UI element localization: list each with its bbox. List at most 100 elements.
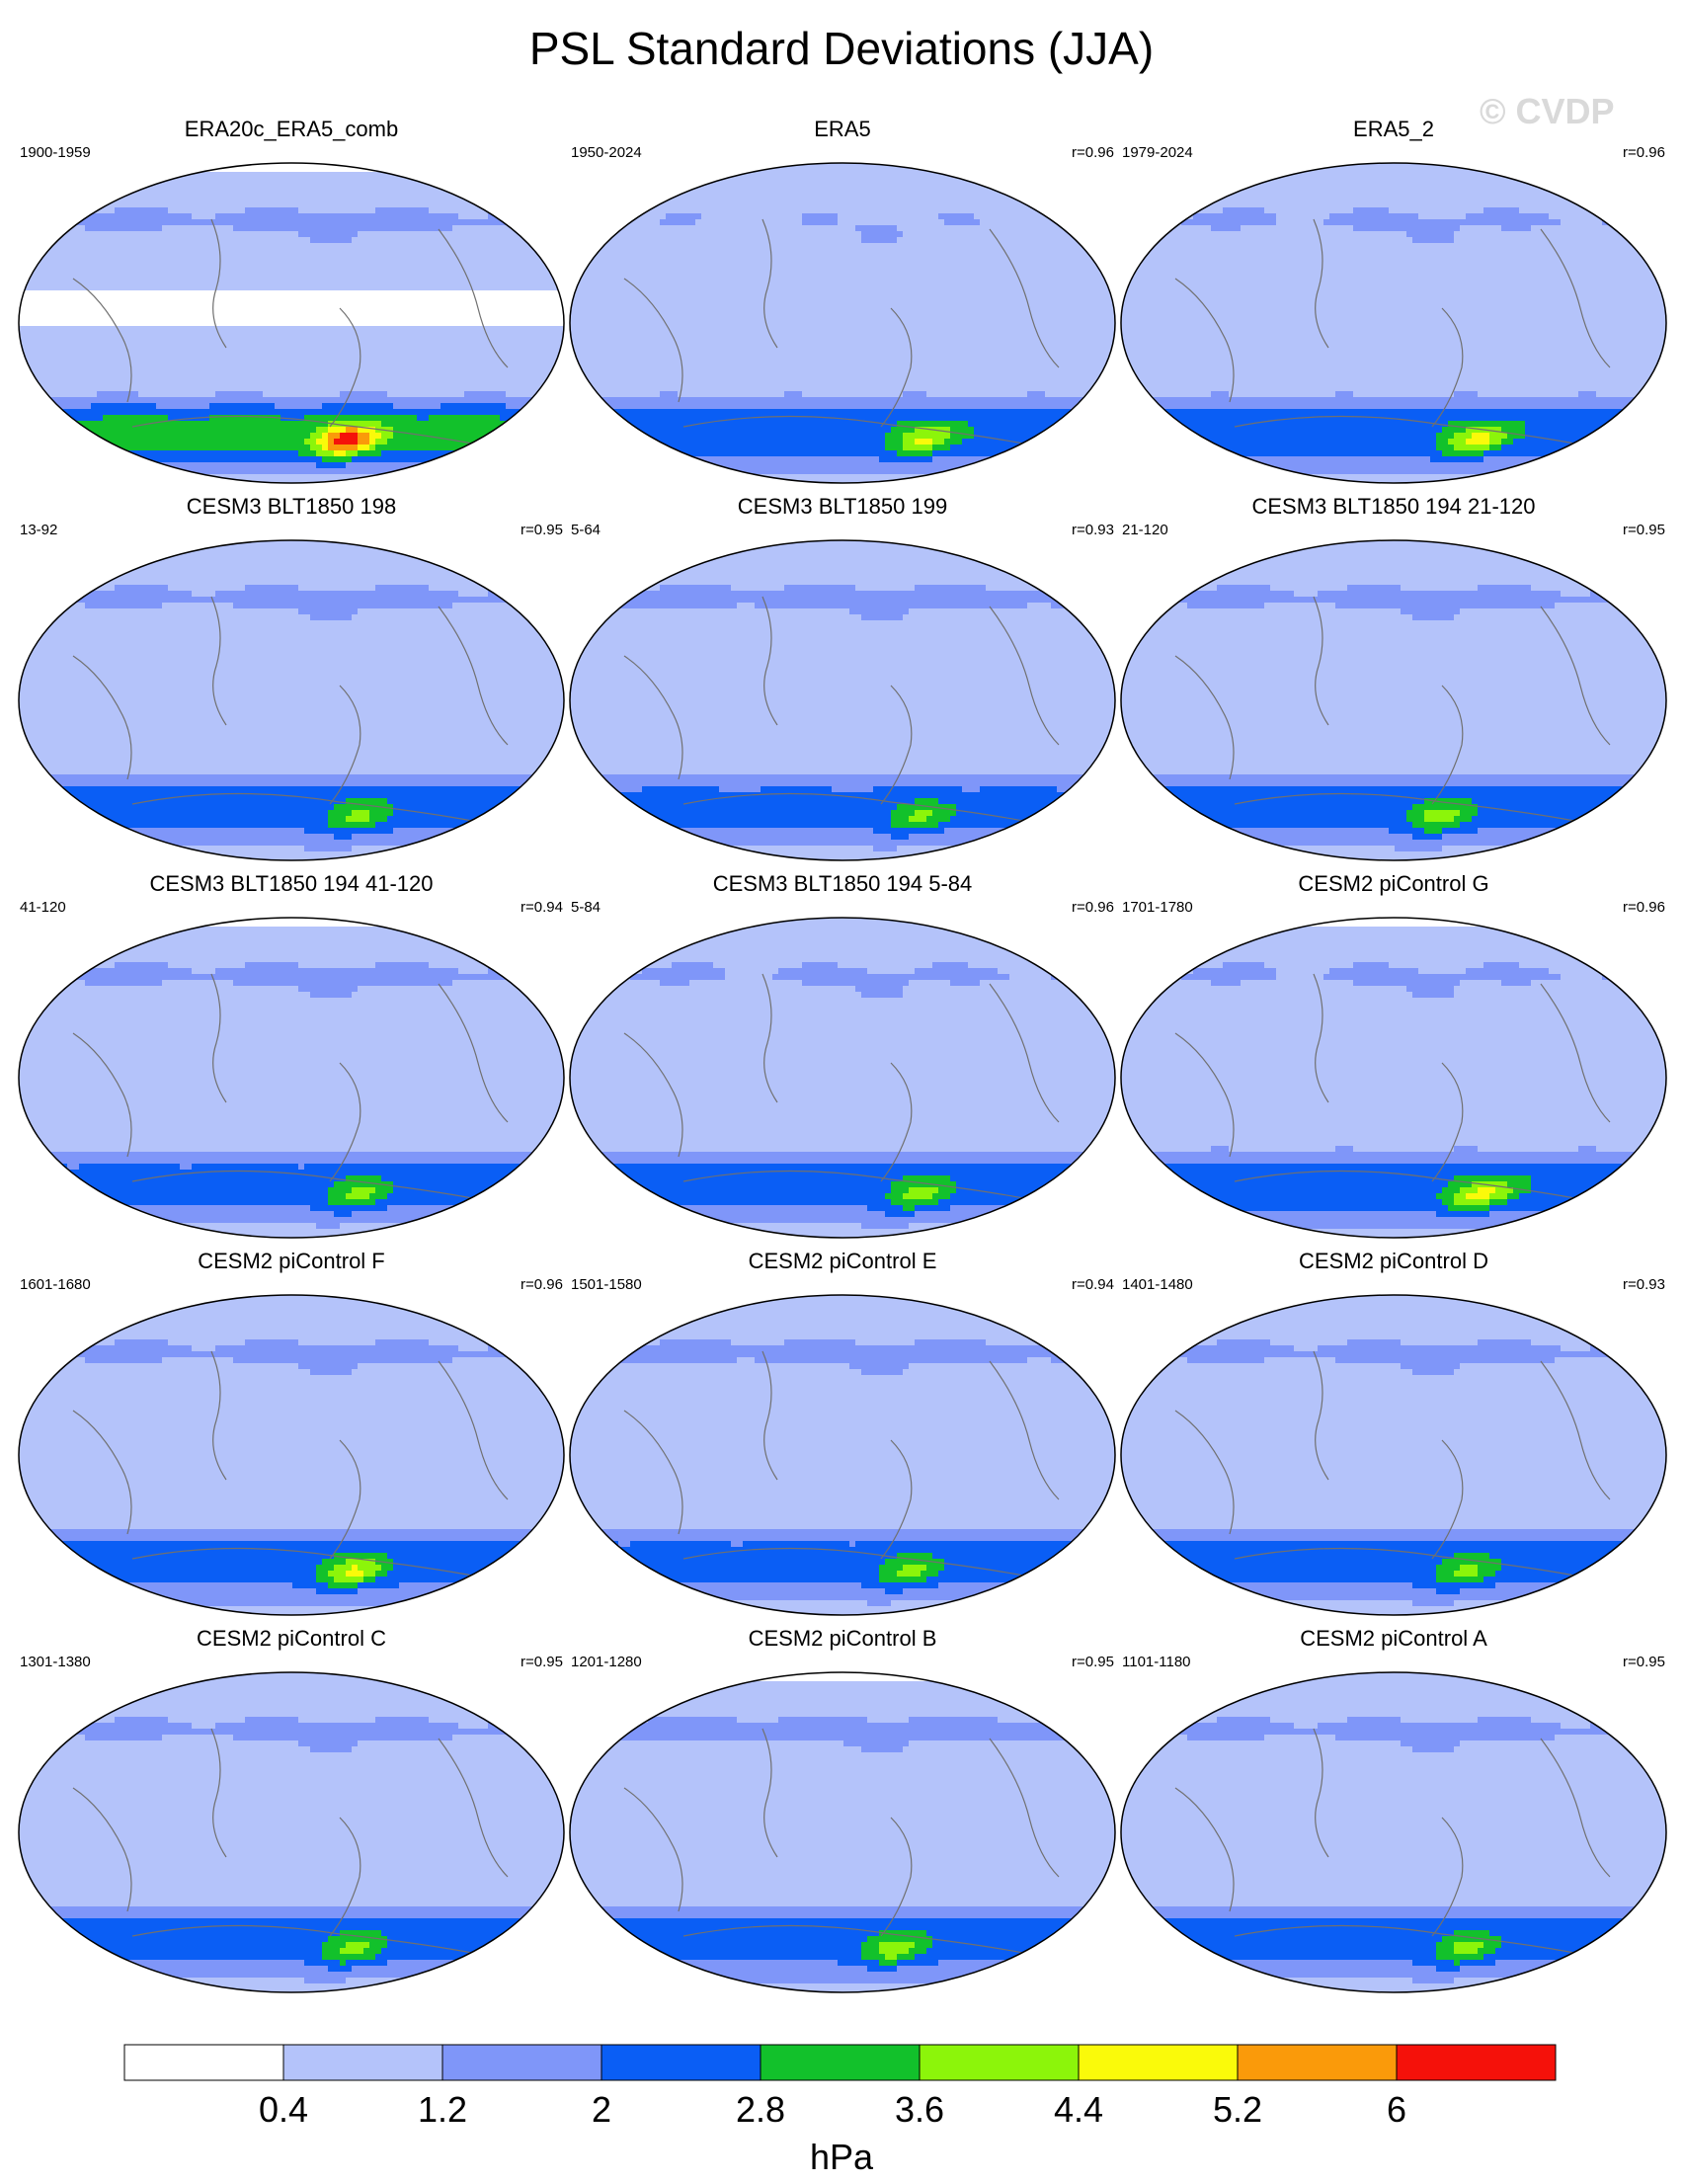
field-cell <box>132 231 139 238</box>
field-cell <box>464 243 471 250</box>
field-cell <box>713 184 720 191</box>
field-cell <box>363 468 370 475</box>
field-cell <box>464 427 471 434</box>
field-cell <box>67 267 74 274</box>
field-cell <box>298 284 305 291</box>
field-cell <box>340 207 347 214</box>
field-cell <box>1003 213 1010 220</box>
field-cell <box>352 160 359 167</box>
field-cell <box>280 326 287 333</box>
field-cell <box>103 296 110 303</box>
field-cell <box>755 178 761 185</box>
field-cell <box>411 415 418 422</box>
field-cell <box>695 213 702 220</box>
field-cell <box>192 178 199 185</box>
field-cell <box>85 439 92 445</box>
field-cell <box>363 296 370 303</box>
field-cell <box>245 367 252 374</box>
field-cell <box>435 267 441 274</box>
field-cell <box>494 273 501 280</box>
field-cell <box>109 296 116 303</box>
field-cell <box>346 249 353 256</box>
field-cell <box>387 296 394 303</box>
field-cell <box>423 367 430 374</box>
field-cell <box>280 403 287 410</box>
field-cell <box>375 433 382 440</box>
field-cell <box>150 326 157 333</box>
field-cell <box>79 350 86 357</box>
field-cell <box>280 308 287 315</box>
field-cell <box>150 290 157 297</box>
field-cell <box>156 207 163 214</box>
field-cell <box>174 433 181 440</box>
field-cell <box>328 356 335 363</box>
field-cell <box>719 196 726 202</box>
field-cell <box>494 433 501 440</box>
field-cell <box>446 255 453 262</box>
field-cell <box>38 403 44 410</box>
field-cell <box>97 255 104 262</box>
field-cell <box>506 332 513 339</box>
field-cell <box>381 308 388 315</box>
field-cell <box>251 397 258 404</box>
field-cell <box>363 207 370 214</box>
field-cell <box>298 296 305 303</box>
field-cell <box>346 468 353 475</box>
field-cell <box>393 456 400 463</box>
field-cell <box>363 261 370 268</box>
field-cell <box>32 308 39 315</box>
field-cell <box>138 409 145 416</box>
field-cell <box>446 456 453 463</box>
field-cell <box>174 273 181 280</box>
field-cell <box>192 249 199 256</box>
field-cell <box>221 480 228 486</box>
field-cell <box>523 385 530 392</box>
field-cell <box>458 207 465 214</box>
field-cell <box>20 314 27 321</box>
field-cell <box>269 178 276 185</box>
field-cell <box>464 255 471 262</box>
field-cell <box>535 338 542 345</box>
field-cell <box>968 213 975 220</box>
field-cell <box>790 172 797 179</box>
field-cell <box>393 225 400 232</box>
field-cell <box>132 249 139 256</box>
field-cell <box>209 202 216 208</box>
field-cell <box>239 202 246 208</box>
field-cell <box>719 202 726 208</box>
field-cell <box>316 249 323 256</box>
field-cell <box>464 338 471 345</box>
field-cell <box>310 207 317 214</box>
field-cell <box>470 314 477 321</box>
field-cell <box>251 279 258 285</box>
field-cell <box>304 207 311 214</box>
field-cell <box>441 314 447 321</box>
field-cell <box>26 296 33 303</box>
field-cell <box>968 196 975 202</box>
field-cell <box>393 284 400 291</box>
field-cell <box>79 356 86 363</box>
field-cell <box>221 302 228 309</box>
field-cell <box>518 284 524 291</box>
field-cell <box>340 261 347 268</box>
field-cell <box>73 213 80 220</box>
field-cell <box>132 308 139 315</box>
field-cell <box>334 427 341 434</box>
field-cell <box>446 284 453 291</box>
field-cell <box>322 184 329 191</box>
field-cell <box>346 243 353 250</box>
field-cell <box>494 367 501 374</box>
field-cell <box>192 480 199 486</box>
field-cell <box>458 320 465 327</box>
field-cell <box>209 367 216 374</box>
field-cell <box>198 225 204 232</box>
field-cell <box>192 219 199 226</box>
field-cell <box>429 391 436 398</box>
field-cell <box>257 172 264 179</box>
field-cell <box>180 409 187 416</box>
field-cell <box>316 237 323 244</box>
field-cell <box>61 362 68 368</box>
field-cell <box>280 439 287 445</box>
field-cell <box>743 202 750 208</box>
field-cell <box>91 219 98 226</box>
